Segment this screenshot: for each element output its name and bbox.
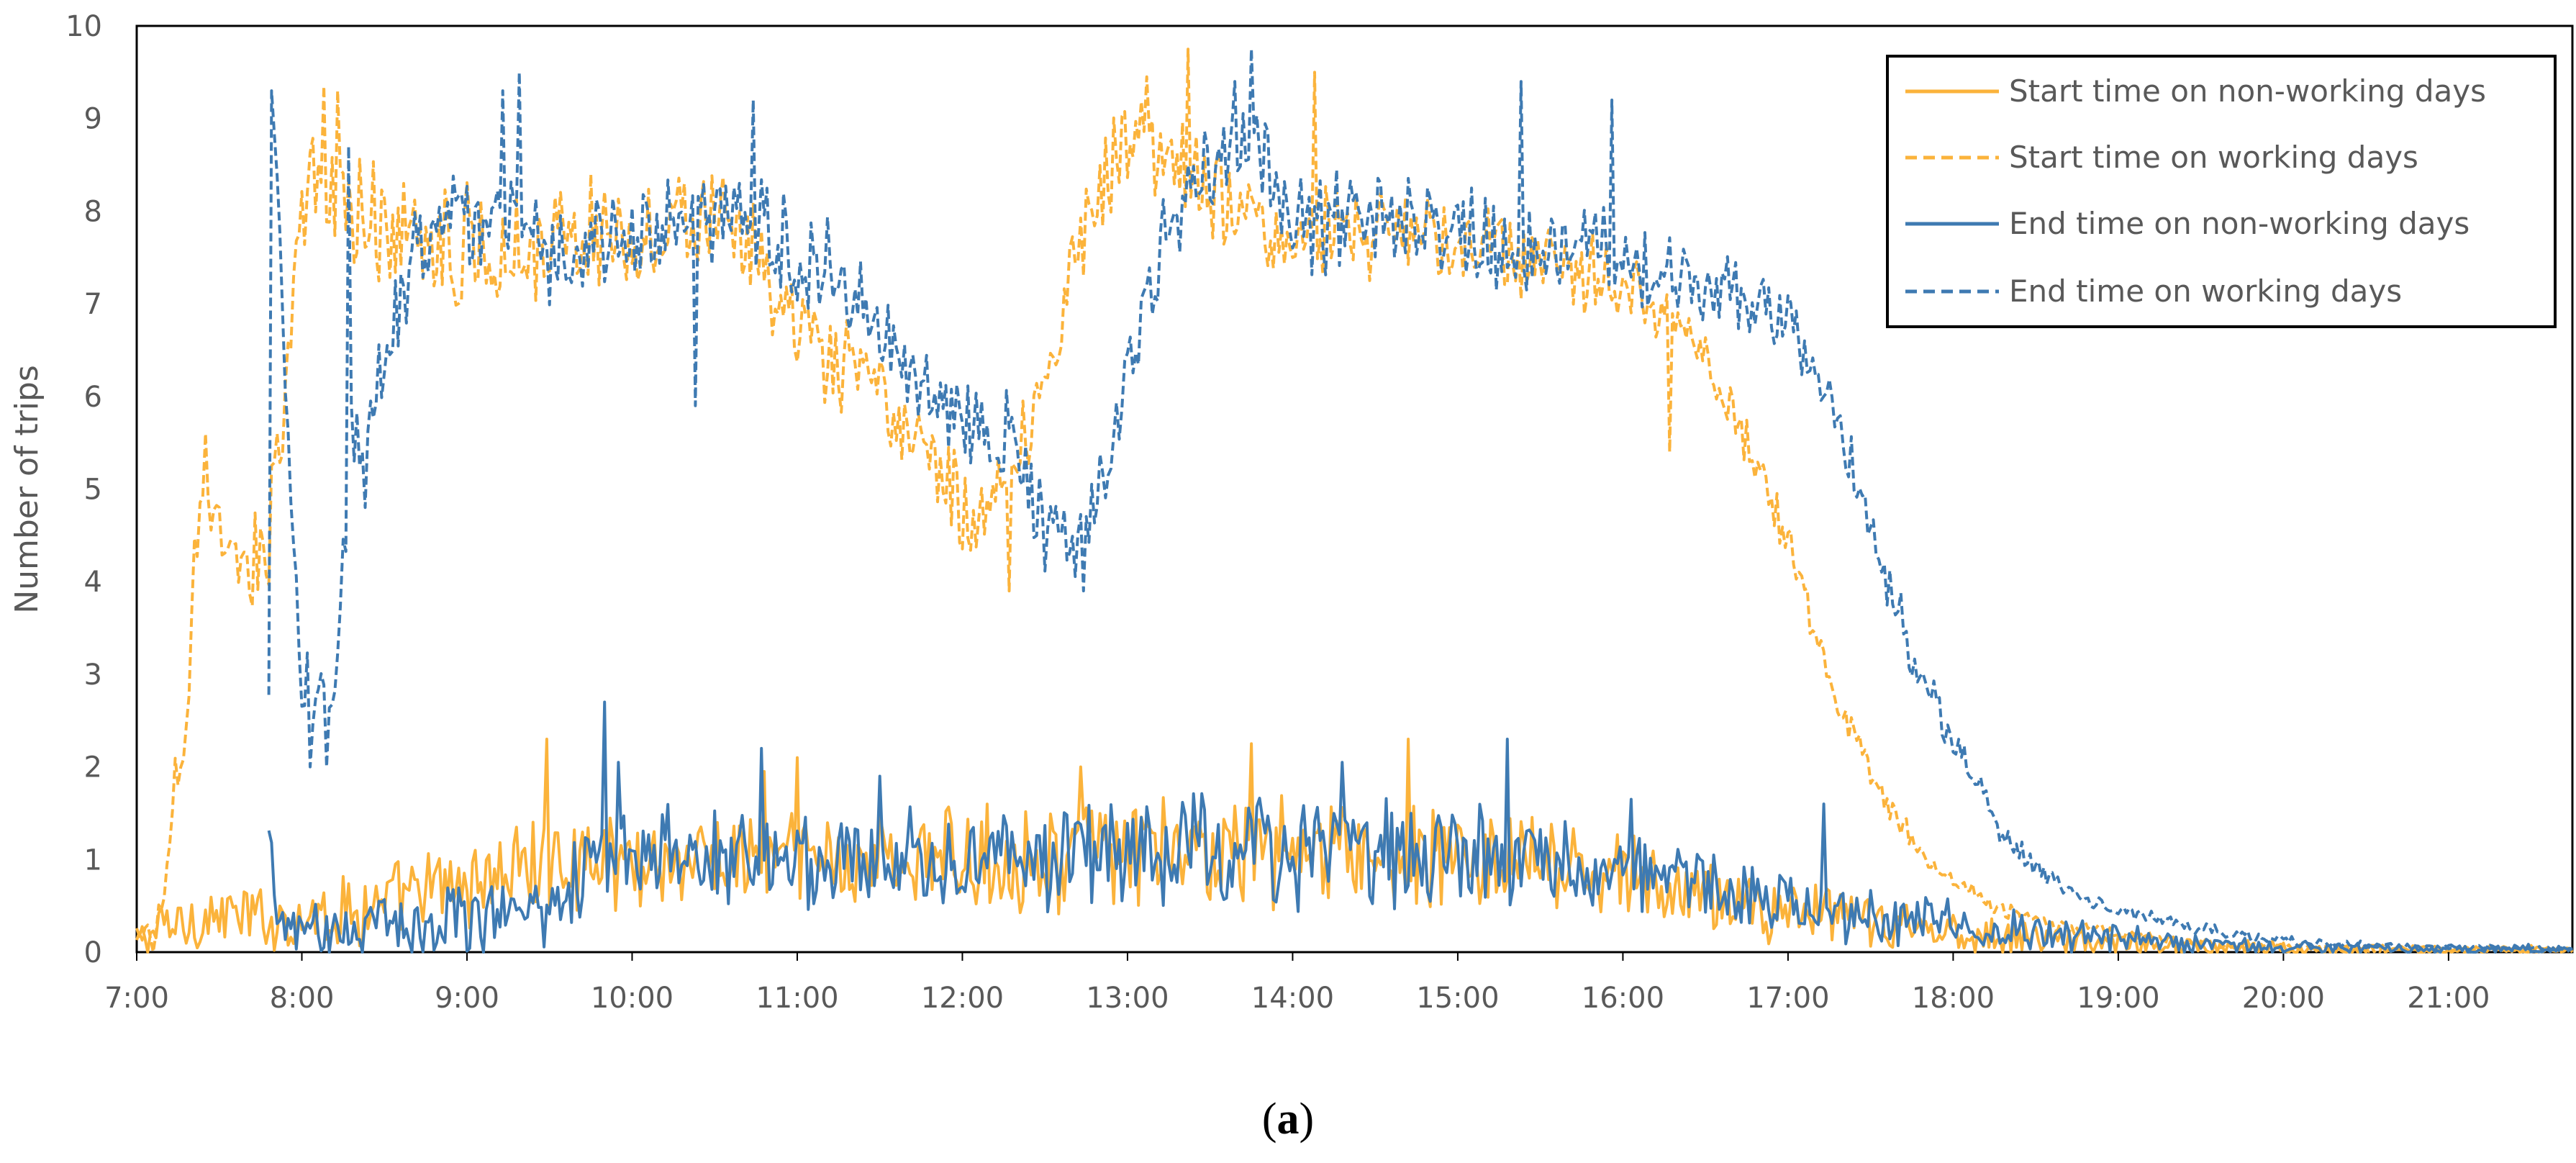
x-tick-label: 16:00: [1582, 982, 1664, 1015]
y-tick-label: 1: [84, 843, 102, 877]
series-start-nonworking: [135, 738, 2574, 954]
legend-box: [1886, 55, 2557, 328]
y-axis-title: Number of trips: [9, 365, 45, 614]
series-start-working: [135, 47, 2573, 954]
plot-area-frame: [135, 24, 2574, 954]
x-tick-label: 9:00: [435, 982, 499, 1015]
x-tick-label: 13:00: [1086, 982, 1169, 1015]
x-tick-label: 19:00: [2077, 982, 2159, 1015]
x-tick-label: 8:00: [270, 982, 335, 1015]
axes: 0 1 2 3 4 5 6 7 8 9 10 7:00 8:00 9:00 10:00 11:00 12:00 1…: [65, 10, 2574, 1015]
y-tick-label: 4: [84, 566, 102, 599]
y-tick-label: 9: [84, 103, 102, 136]
legend-label-end-nonworking: End time on non-working days: [2009, 206, 2470, 241]
y-tick-label: 8: [84, 195, 102, 228]
x-tick-label: 14:00: [1251, 982, 1334, 1015]
y-tick-label: 0: [84, 936, 102, 969]
legend: Start time on non-working days Start tim…: [1886, 55, 2557, 328]
legend-label-end-working: End time on working days: [2009, 273, 2402, 309]
series-end-nonworking: [267, 700, 2573, 954]
figure-caption: (a): [1262, 1095, 1314, 1144]
y-tick-label: 5: [84, 474, 102, 507]
series-lines: [135, 47, 2574, 954]
y-tick-label: 3: [84, 659, 102, 692]
x-tick-label: 20:00: [2242, 982, 2325, 1015]
x-tick-label: 21:00: [2407, 982, 2490, 1015]
x-tick-label: 11:00: [756, 982, 838, 1015]
y-tick-label: 2: [84, 751, 102, 784]
y-tick-label: 10: [65, 10, 102, 43]
x-tick-label: 15:00: [1416, 982, 1499, 1015]
x-tick-label: 12:00: [921, 982, 1004, 1015]
legend-label-start-working: Start time on working days: [2009, 140, 2418, 175]
series-end-working: [267, 47, 2574, 954]
y-tick-label: 7: [84, 288, 102, 321]
x-tick-label: 7:00: [104, 982, 169, 1015]
x-tick-label: 18:00: [1912, 982, 1995, 1015]
y-tick-label: 6: [84, 381, 102, 414]
legend-label-start-nonworking: Start time on non-working days: [2009, 73, 2486, 109]
x-tick-label: 17:00: [1746, 982, 1829, 1015]
x-tick-label: 10:00: [591, 982, 674, 1015]
